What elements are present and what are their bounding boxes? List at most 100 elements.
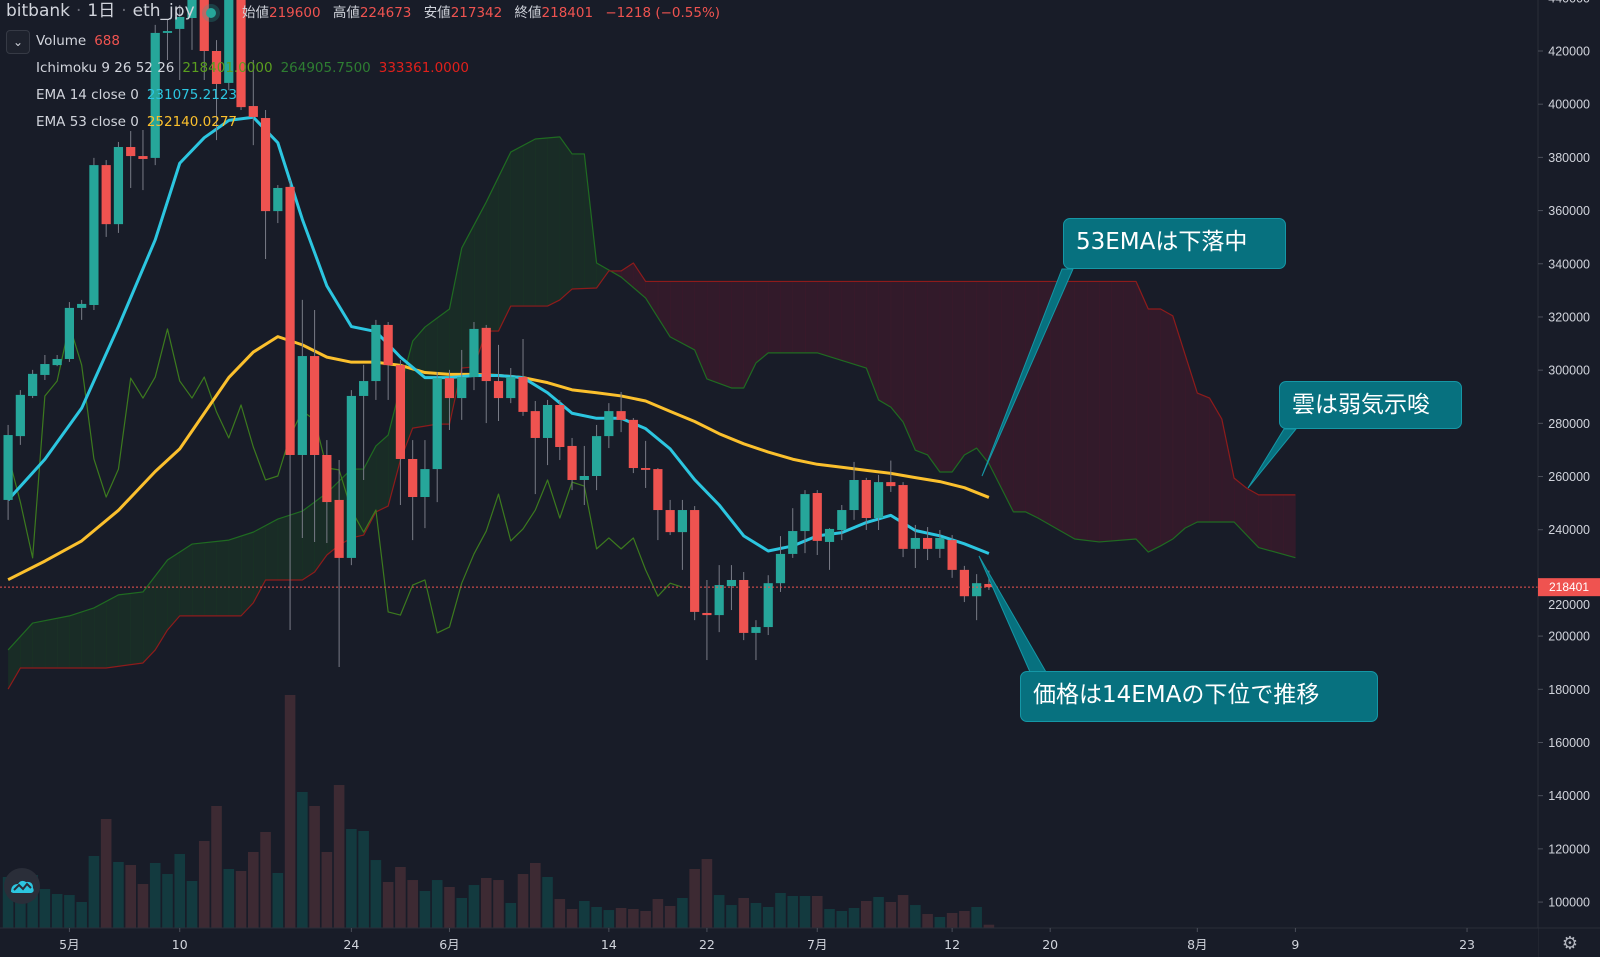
volume-bar (701, 859, 713, 928)
volume-bar (873, 896, 884, 928)
price-axis[interactable] (1538, 0, 1600, 957)
candle (248, 60, 258, 146)
time-tick-label: 10 (172, 937, 188, 952)
cloud-segment (768, 281, 781, 353)
volume-bar (664, 905, 676, 928)
candle (273, 185, 283, 224)
candle-body-up (432, 378, 442, 470)
candle (211, 40, 222, 141)
price-tick-label: 200000 (1548, 630, 1590, 644)
time-axis[interactable] (0, 928, 1538, 957)
cloud-segment (1050, 281, 1063, 533)
candle-body-down (236, 0, 246, 108)
candle-body-down (812, 493, 822, 541)
candle (334, 460, 344, 667)
candle-body-up (910, 537, 920, 549)
close-value: 218401 (541, 5, 594, 21)
candle-body-down (285, 186, 295, 455)
legend-volume[interactable]: Volume 688 (36, 34, 120, 48)
cloud-segment (633, 262, 646, 299)
candle-body-down (101, 165, 111, 225)
interval-label[interactable]: 1日 (87, 1, 116, 21)
open-label: 始値 (242, 5, 269, 21)
legend-ichimoku[interactable]: Ichimoku 9 26 52 26 218401.0000 264905.750… (36, 61, 469, 75)
gear-icon[interactable]: ⚙ (1561, 933, 1579, 954)
volume-bar (762, 906, 774, 928)
candle-body-up (800, 494, 810, 532)
volume-bar (652, 899, 664, 928)
volume-bar (125, 865, 136, 928)
volume-bar (321, 851, 333, 928)
candle (457, 349, 467, 420)
candle-body-down (248, 106, 258, 117)
volume-bar (382, 881, 394, 928)
volume-bar (591, 906, 602, 928)
candle (837, 504, 847, 541)
candle (3, 424, 13, 520)
ichimoku-lagging-line (7, 324, 683, 634)
tradingview-logo-icon[interactable] (4, 868, 40, 904)
volume-bar (456, 897, 468, 928)
time-tick-label: 20 (1042, 937, 1058, 952)
cloud-segment (155, 560, 168, 650)
cloud-segment (1001, 281, 1014, 512)
cloud-segment (1074, 281, 1088, 541)
candle-body-down (518, 377, 528, 412)
candle-body-down (260, 118, 271, 212)
candle (567, 437, 577, 491)
candle-body-down (616, 411, 626, 420)
volume-bar (554, 899, 566, 928)
cloud-segment (743, 281, 757, 388)
price-tick-label: 280000 (1548, 417, 1590, 431)
symbol-title[interactable]: bitbank · 1日 · eth_jpy (6, 1, 195, 21)
legend-ema53[interactable]: EMA 53 close 0 252140.0277 (36, 115, 237, 129)
cloud-segment (216, 540, 230, 616)
market-status-dot-icon (206, 8, 216, 18)
legend-ema14[interactable]: EMA 14 close 0 231075.2123 (36, 88, 237, 102)
cloud-segment (755, 281, 769, 363)
cloud-segment (854, 281, 867, 369)
cloud-segment (1270, 494, 1284, 555)
candle-body-up (457, 377, 467, 399)
candle (322, 440, 332, 544)
volume-bar (248, 851, 259, 928)
cloud-segment (8, 636, 21, 690)
candle (739, 572, 749, 641)
candle (371, 319, 381, 400)
candle (923, 527, 933, 561)
volume-bar (885, 901, 897, 928)
candle (751, 620, 761, 661)
cloud-segment (32, 620, 46, 669)
candle (628, 418, 638, 474)
cloud-segment (1062, 281, 1076, 540)
cloud-segment (694, 281, 708, 379)
volume-bar (309, 805, 320, 928)
ema53-value: 252140.0277 (146, 114, 238, 130)
candle (420, 440, 430, 529)
callout-price[interactable]: 価格は14EMAの下位で推移 (1020, 671, 1378, 722)
volume-bar (640, 910, 651, 928)
candle (175, 4, 185, 80)
low-label: 安値 (423, 5, 451, 21)
cloud-segment (265, 519, 279, 580)
volume-bar (897, 895, 909, 928)
collapse-legend-button[interactable]: ⌄ (6, 30, 30, 54)
cloud-segment (1086, 281, 1100, 542)
cloud-segment (878, 281, 892, 408)
cloud-segment (841, 281, 855, 365)
candle-body-down (702, 612, 712, 616)
volume-bar (934, 916, 946, 928)
candle (236, 0, 246, 111)
candles (3, 0, 994, 667)
cloud-segment (473, 202, 487, 367)
candle-body-up (3, 435, 13, 500)
cloud-segment (253, 525, 266, 603)
candle (395, 360, 406, 505)
cloud-segment (572, 153, 585, 290)
volume-bar (824, 909, 835, 928)
callout-cloud[interactable]: 雲は弱気示唆 (1279, 381, 1462, 429)
callout-ema53[interactable]: 53EMAは下落中 (1063, 218, 1286, 269)
candle-body-up (751, 627, 761, 633)
time-tick-label: 14 (601, 937, 617, 952)
